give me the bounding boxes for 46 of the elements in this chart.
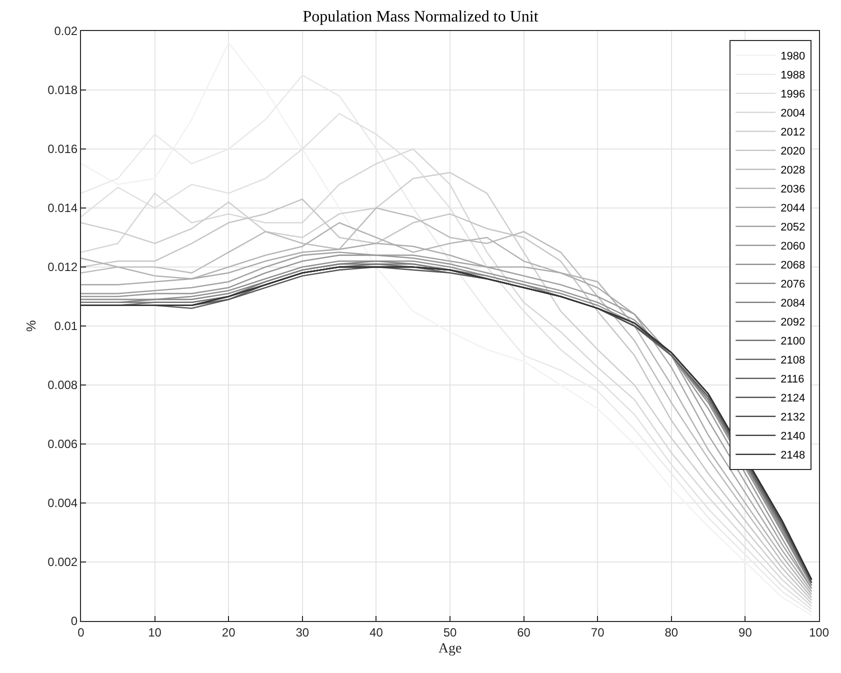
legend-label: 2044 xyxy=(780,202,806,215)
x-tick-label: 70 xyxy=(590,625,605,640)
legend-label: 2108 xyxy=(780,354,806,367)
y-tick-label: 0.016 xyxy=(48,142,78,156)
legend-label: 2116 xyxy=(780,374,804,386)
legend-label: 2100 xyxy=(780,336,806,348)
y-tick-label: 0.004 xyxy=(48,496,78,510)
legend-label: 2068 xyxy=(780,260,806,272)
y-tick-label: 0.012 xyxy=(48,260,78,274)
x-tick-label: 80 xyxy=(664,625,678,640)
legend-label: 2132 xyxy=(780,412,806,424)
x-tick-label: 30 xyxy=(296,625,310,640)
y-tick-label: 0.02 xyxy=(54,24,78,38)
y-tick-label: 0.008 xyxy=(48,378,78,392)
legend-label: 2028 xyxy=(780,164,806,177)
legend-label: 2124 xyxy=(780,392,806,405)
legend-label: 2012 xyxy=(780,126,806,139)
legend-label: 2092 xyxy=(780,316,806,329)
legend-label: 1988 xyxy=(780,70,806,82)
x-tick-label: 100 xyxy=(808,625,830,640)
x-tick-label: 20 xyxy=(222,625,236,640)
x-tick-label: 60 xyxy=(517,625,531,640)
y-tick-label: 0.006 xyxy=(48,437,78,452)
x-tick-label: 90 xyxy=(738,625,752,640)
x-tick-label: 40 xyxy=(370,625,384,640)
y-tick-label: 0.002 xyxy=(48,555,78,570)
y-tick-label: 0.01 xyxy=(54,319,78,334)
y-tick-label: 0.014 xyxy=(48,201,78,216)
legend-label: 2036 xyxy=(780,184,806,196)
y-tick-label: 0.018 xyxy=(48,83,78,98)
legend-label: 2004 xyxy=(780,108,806,120)
legend-label: 2020 xyxy=(780,146,806,158)
x-axis-title: Age xyxy=(438,642,462,657)
legend-label: 2084 xyxy=(780,298,806,310)
y-axis-title: % xyxy=(24,320,39,332)
legend-label: 2140 xyxy=(780,430,806,443)
legend-label: 2148 xyxy=(780,450,806,462)
y-tick-label: 0 xyxy=(70,614,78,628)
chart-title: Population Mass Normalized to Unit xyxy=(302,8,539,26)
legend-label: 1980 xyxy=(780,50,806,63)
legend-label: 2076 xyxy=(780,278,806,291)
legend-label: 1996 xyxy=(780,88,806,101)
x-tick-label: 10 xyxy=(148,625,162,640)
x-tick-label: 50 xyxy=(443,625,457,640)
legend-label: 2060 xyxy=(780,240,806,253)
legend-label: 2052 xyxy=(780,222,806,234)
